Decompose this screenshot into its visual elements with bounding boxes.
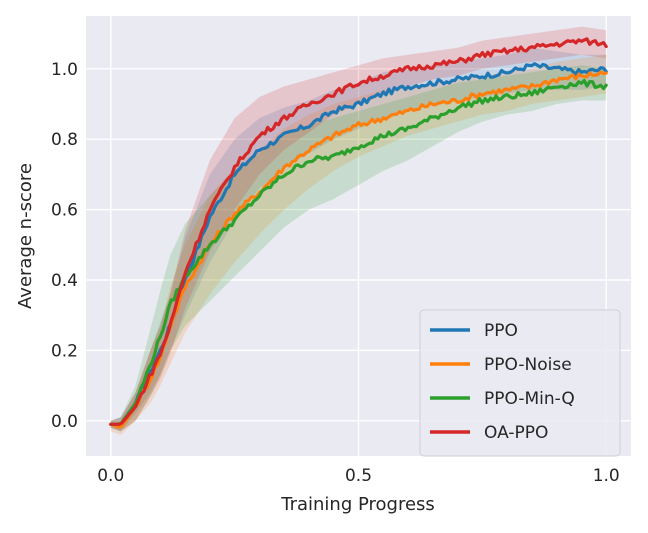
legend: PPO PPO-Noise PPO-Min-Q OA-PPO xyxy=(419,309,621,457)
y-tick-label: 0.4 xyxy=(51,271,78,291)
series-line-oa-ppo xyxy=(109,37,608,426)
band-oa-ppo xyxy=(110,26,607,432)
y-tick-label: 0.6 xyxy=(51,201,78,221)
y-axis-label: Average n-score xyxy=(15,163,36,309)
series-line-ppo-min-q xyxy=(109,78,608,426)
legend-label: PPO-Noise xyxy=(484,355,572,375)
series-line-ppo xyxy=(109,62,608,426)
y-tick-label: 1.0 xyxy=(51,60,78,80)
legend-box xyxy=(419,309,621,457)
y-tick-label: 0.2 xyxy=(51,341,78,361)
legend-label: OA-PPO xyxy=(484,423,548,443)
band-ppo xyxy=(110,47,607,432)
grid-lines xyxy=(86,16,631,456)
y-tick-label: 0.0 xyxy=(51,412,78,432)
x-tick-label: 1.0 xyxy=(593,466,620,486)
series-line-ppo-noise xyxy=(109,70,608,429)
y-tick-label: 0.8 xyxy=(51,130,78,150)
x-tick-label: 0.0 xyxy=(97,466,124,486)
legend-label: PPO-Min-Q xyxy=(484,389,575,409)
x-tick-labels: 0.0 0.5 1.0 xyxy=(97,466,620,486)
x-axis-label: Training Progress xyxy=(280,494,435,515)
legend-label: PPO xyxy=(484,321,518,341)
x-tick-label: 0.5 xyxy=(345,466,372,486)
series-lines xyxy=(109,37,608,429)
y-tick-labels: 0.0 0.2 0.4 0.6 0.8 1.0 xyxy=(51,60,78,432)
